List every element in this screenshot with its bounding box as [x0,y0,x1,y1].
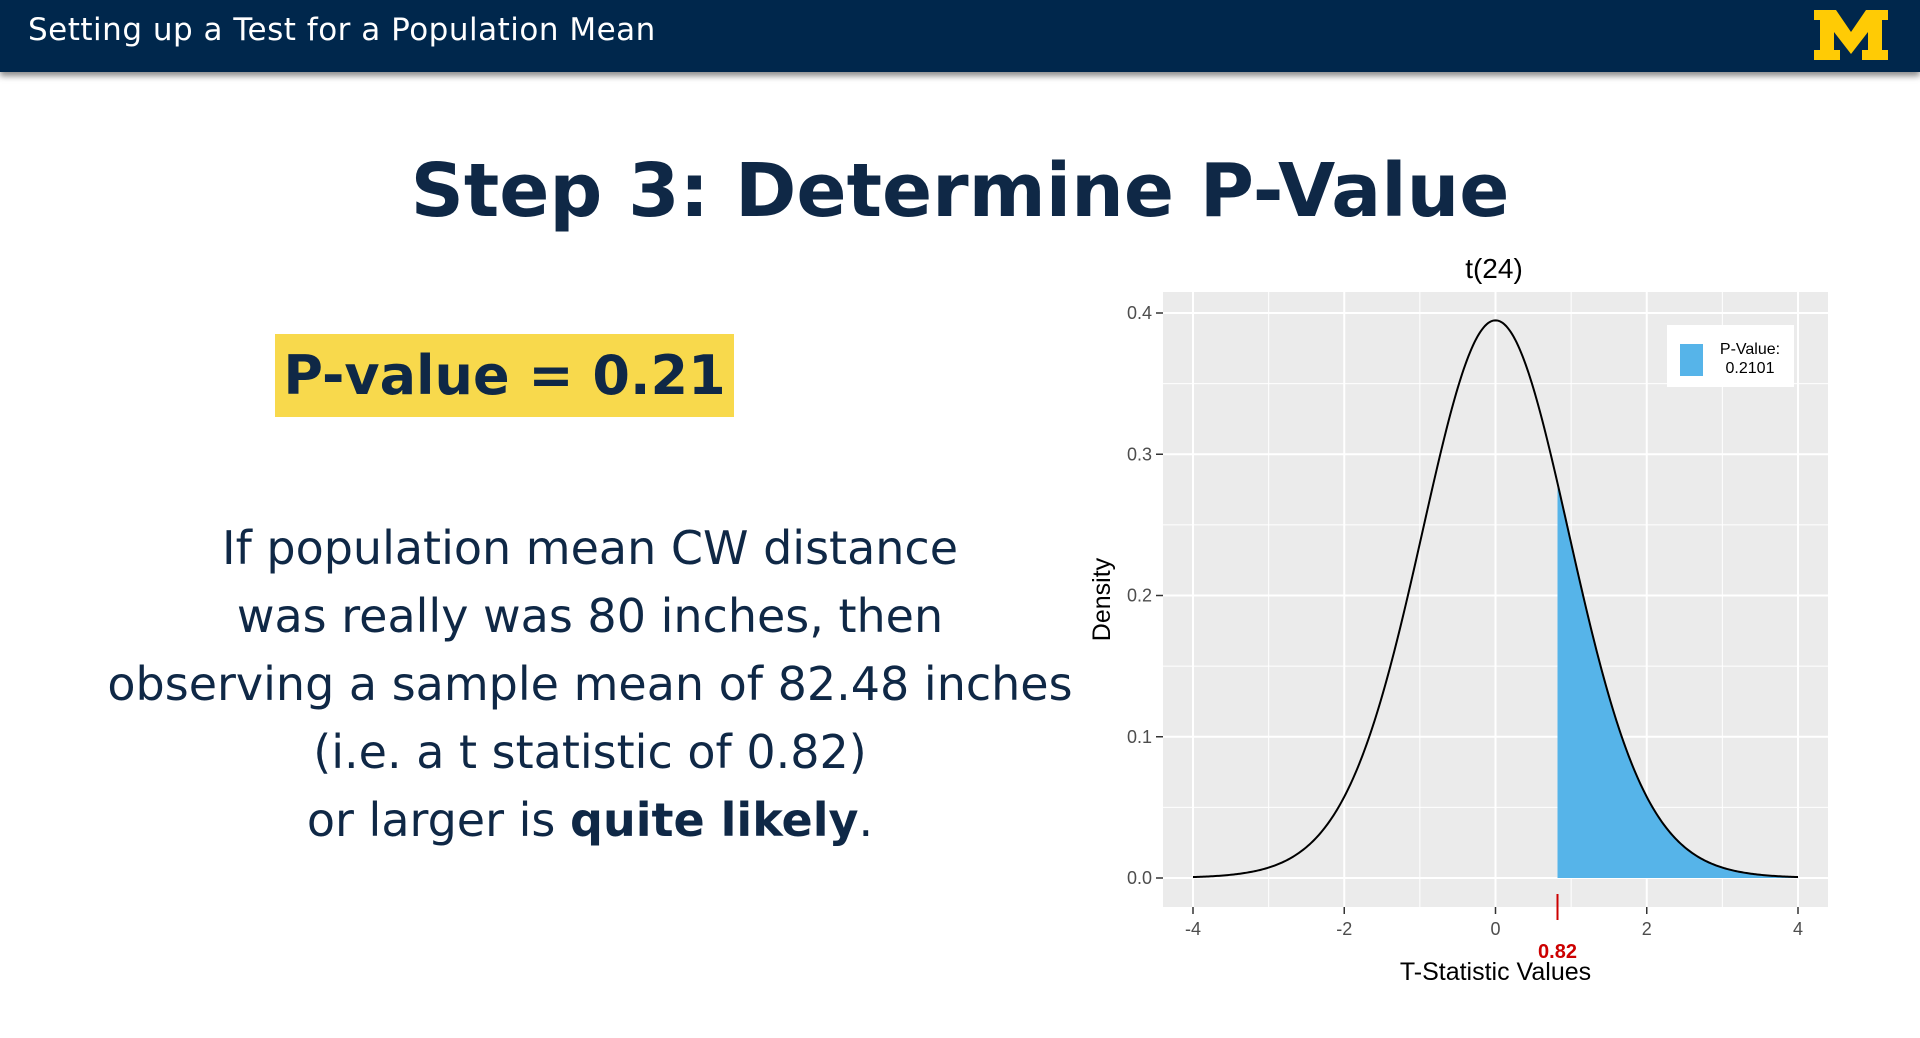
y-tick-label: 0.4 [1127,303,1152,323]
university-logo [1814,10,1888,60]
t-distribution-chart: t(24) -4 -2 0 2 4 0.0 0.1 0.2 0.3 0.4 0.82 T-Sta… [1080,250,1850,995]
legend-key-swatch [1680,344,1703,376]
explanation-text: If population mean CW distance was reall… [60,514,1120,854]
density-curve [1192,319,1799,879]
explanation-emphasis: quite likely [570,793,859,847]
x-tick-label: 4 [1793,919,1803,939]
observed-t-label: 0.82 [1538,941,1577,963]
presentation-title: Setting up a Test for a Population Mean [28,12,656,48]
explanation-line-1: If population mean CW distance [222,521,958,575]
y-tick-label: 0.0 [1127,868,1152,888]
y-axis: 0.0 0.1 0.2 0.3 0.4 [1127,303,1163,888]
explanation-line-5-start: or larger is [306,793,571,847]
x-tick-label: -2 [1336,919,1352,939]
explanation-line-5: or larger is quite likely. [60,786,1120,854]
y-axis-label: Density [1088,557,1116,641]
title-bar: Setting up a Test for a Population Mean [0,0,1920,72]
x-tick-label: 0 [1490,919,1500,939]
x-tick-label: 2 [1642,919,1652,939]
explanation-line-5-end: . [858,793,874,847]
explanation-line-4: (i.e. a t statistic of 0.82) [313,725,867,779]
pvalue-callout-text: P-value = 0.21 [283,344,726,407]
explanation-line-2: was really was 80 inches, then [236,589,944,643]
x-tick-label: -4 [1185,919,1201,939]
chart-svg: t(24) -4 -2 0 2 4 0.0 0.1 0.2 0.3 0.4 0.82 T-Sta… [1088,253,1828,986]
x-axis-label: T-Statistic Values [1400,958,1591,986]
explanation-line-3: observing a sample mean of 82.48 inches [107,657,1073,711]
slide-heading: Step 3: Determine P-Value [410,148,1510,234]
logo-m-icon [1814,10,1888,60]
legend-title: P-Value: [1720,341,1780,358]
chart-title: t(24) [1465,253,1523,284]
y-tick-label: 0.3 [1127,444,1152,464]
y-tick-label: 0.2 [1127,586,1152,606]
legend-value: 0.2101 [1726,360,1775,377]
pvalue-shaded-area [1557,483,1798,878]
legend: P-Value: 0.2101 [1667,325,1794,387]
grid-lines [1163,292,1828,907]
y-tick-label: 0.1 [1127,727,1152,747]
pvalue-callout: P-value = 0.21 [275,334,734,417]
x-axis: -4 -2 0 2 4 [1185,907,1803,939]
